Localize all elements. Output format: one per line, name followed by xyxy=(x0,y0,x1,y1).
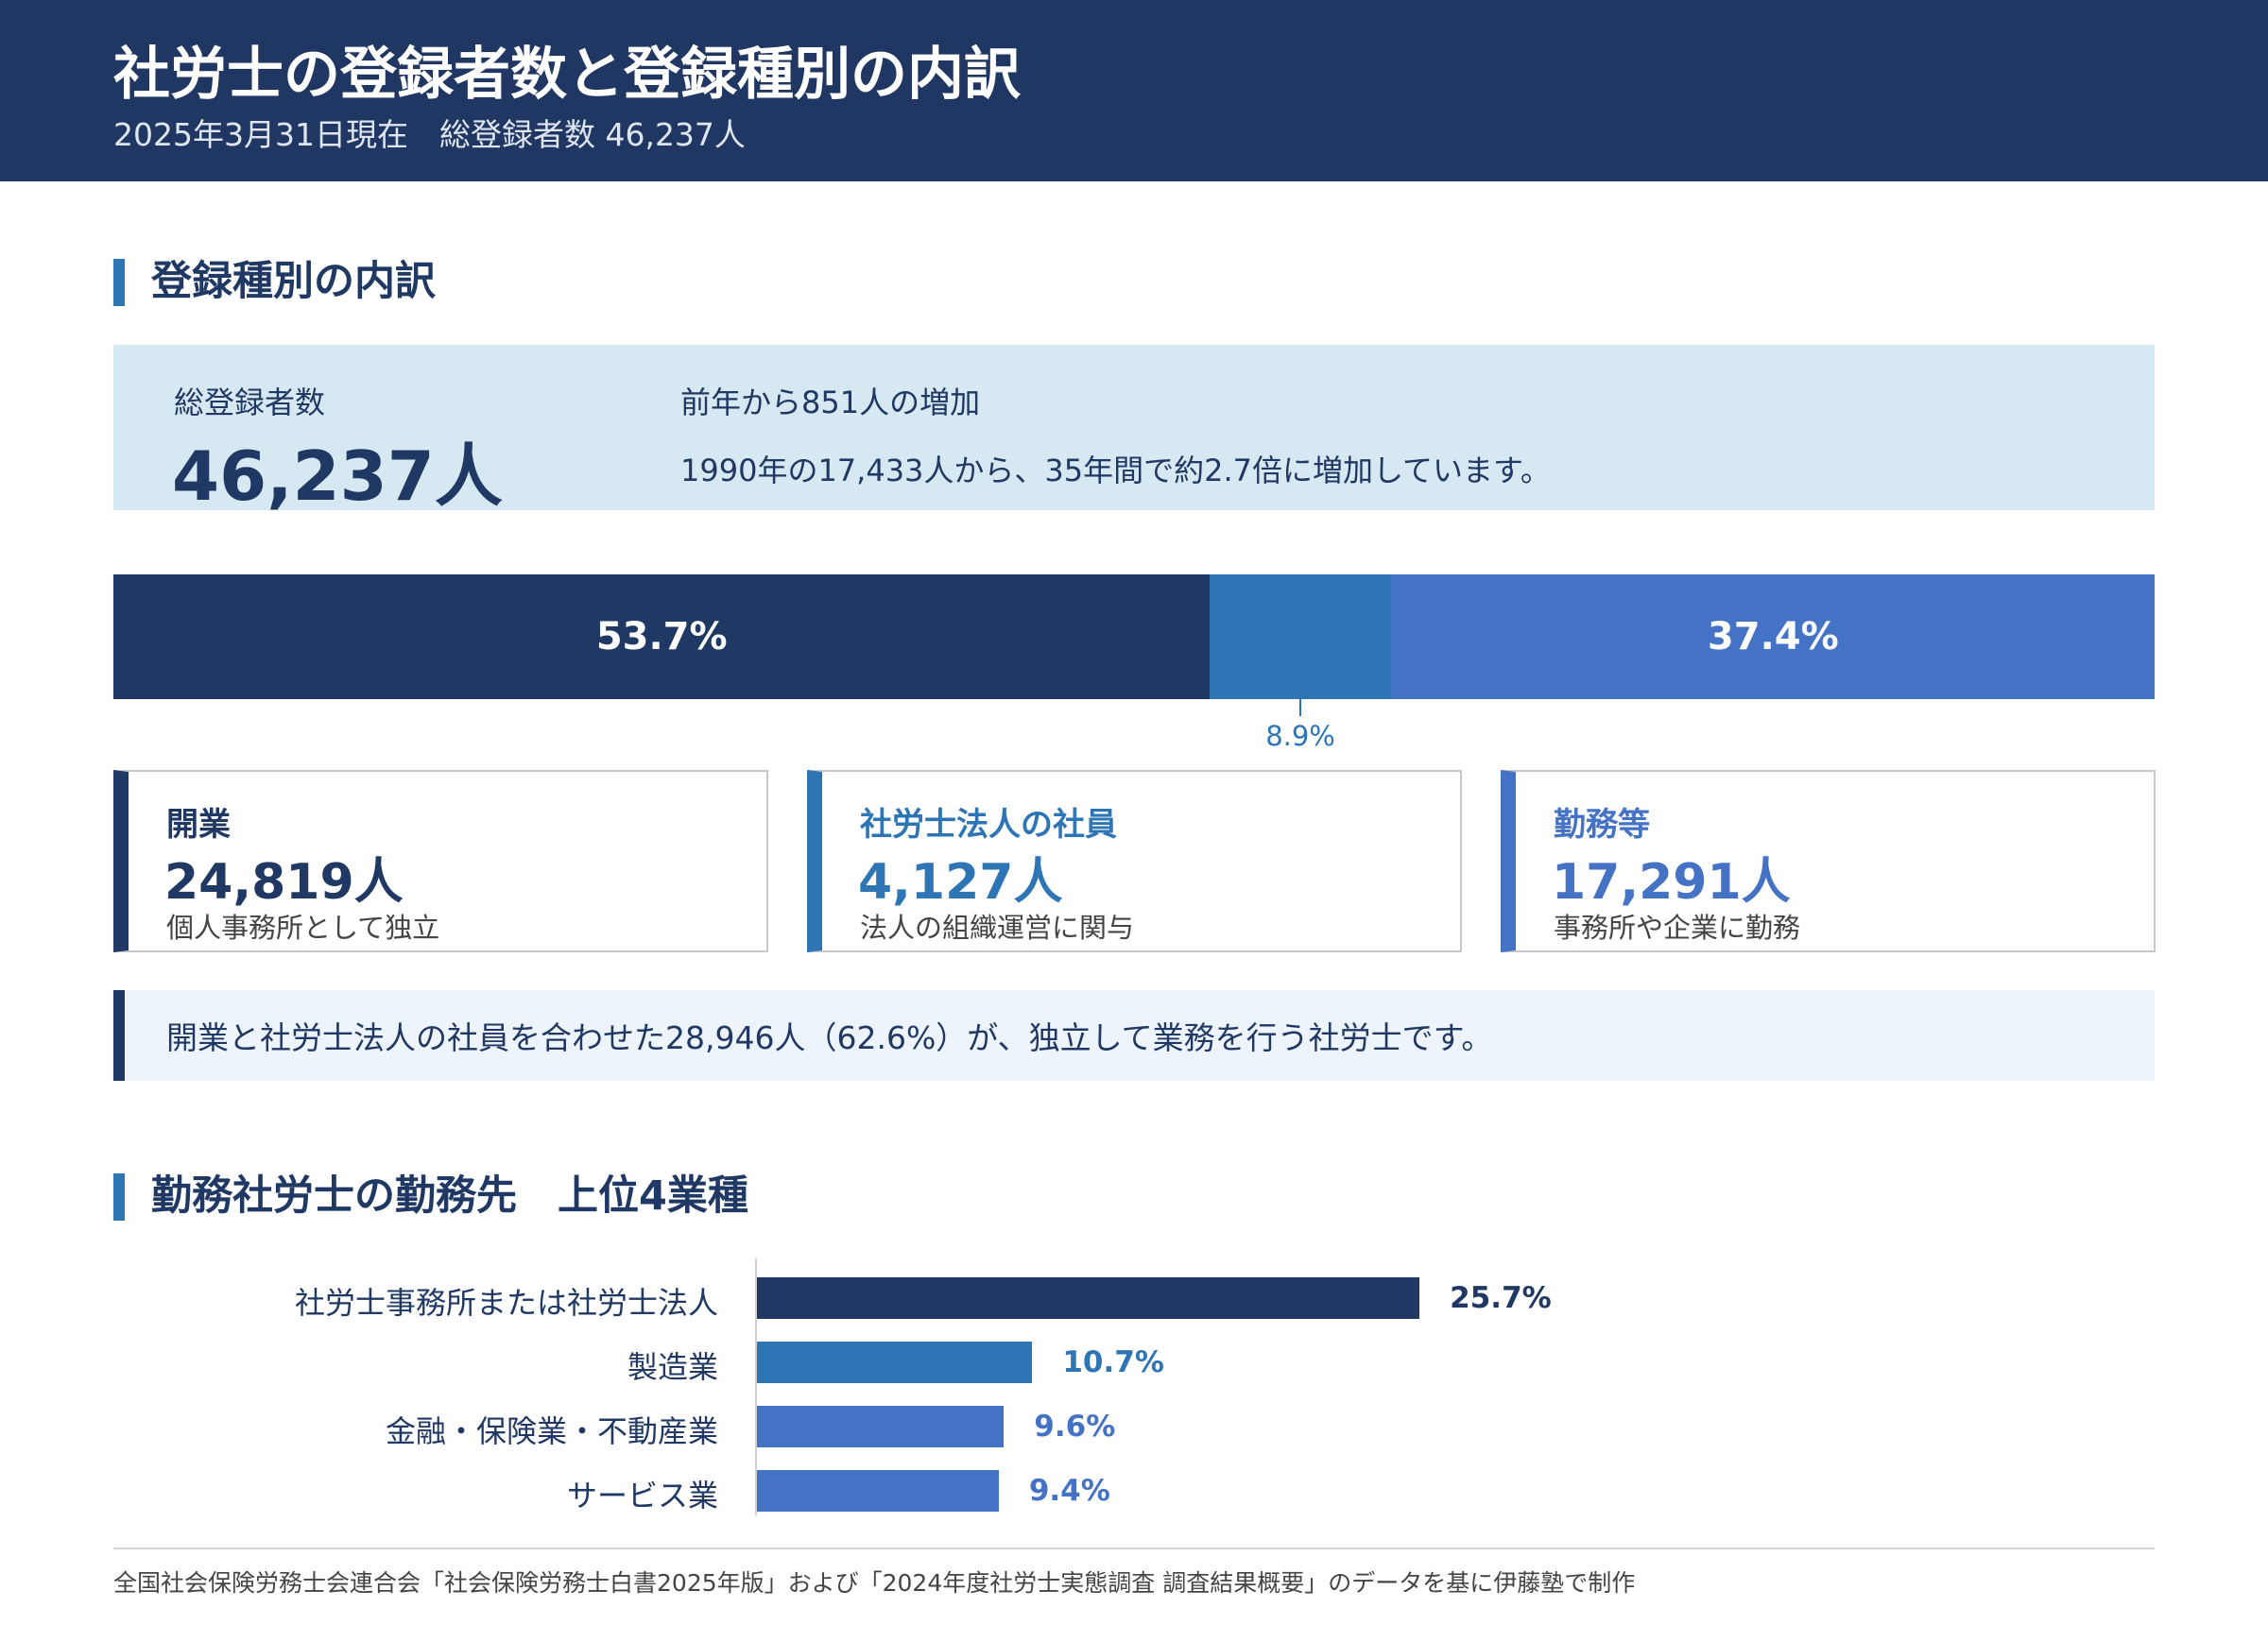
card-value: 17,291人 xyxy=(1552,854,1791,911)
category-label: 金融・保険業・不動産業 xyxy=(385,1413,718,1449)
category-label: 社労士事務所または社労士法人 xyxy=(294,1285,718,1321)
section-heading-top-industries: 勤務社労士の勤務先 上位4業種 xyxy=(113,1172,748,1221)
card-value: 4,127人 xyxy=(858,854,1063,911)
card-name: 社労士法人の社員 xyxy=(860,806,1117,844)
segment-kaigyo: 53.7% xyxy=(113,574,1211,699)
card-name: 開業 xyxy=(166,806,231,844)
summary-box: 総登録者数 46,237人 前年から851人の増加 1990年の17,433人か… xyxy=(113,345,2155,516)
total-value: 46,237人 xyxy=(172,436,503,516)
independent-callout: 開業と社労士法人の社員を合わせた28,946人（62.6%）が、独立して業務を行… xyxy=(113,990,2155,1081)
yoy-note: 前年から851人の増加 xyxy=(680,385,981,420)
segment-kinmu: 37.4% xyxy=(1391,574,2156,699)
segment-value-label: 37.4% xyxy=(1707,615,1839,659)
footer-divider xyxy=(113,1548,2155,1549)
category-label: サービス業 xyxy=(566,1478,718,1514)
page-subtitle: 2025年3月31日現在 総登録者数 46,237人 xyxy=(113,116,746,153)
section-heading-breakdown: 登録種別の内訳 xyxy=(113,257,436,306)
header-banner: 社労士の登録者数と登録種別の内訳 2025年3月31日現在 総登録者数 46,2… xyxy=(0,0,2268,181)
segment-houjin-shain xyxy=(1209,574,1392,699)
card-description: 個人事務所として独立 xyxy=(166,912,440,944)
card-name: 勤務等 xyxy=(1554,806,1650,844)
card-kinmu: 勤務等 17,291人 事務所や企業に勤務 xyxy=(1501,770,2156,952)
bar xyxy=(756,1406,1005,1447)
growth-note: 1990年の17,433人から、35年間で約2.7倍に増加しています。 xyxy=(680,453,1551,488)
category-label: 製造業 xyxy=(627,1349,718,1385)
bar-value-label: 9.6% xyxy=(1034,1410,1116,1444)
page-title: 社労士の登録者数と登録種別の内訳 xyxy=(113,42,1021,108)
small-segment-callout-line xyxy=(1299,699,1302,716)
segment-value-label: 53.7% xyxy=(595,615,728,659)
bar-value-label: 10.7% xyxy=(1062,1345,1164,1379)
card-description: 事務所や企業に勤務 xyxy=(1554,912,1801,944)
bar-value-label: 9.4% xyxy=(1028,1474,1110,1508)
bar xyxy=(756,1342,1033,1383)
registration-type-stacked-bar: 53.7% 37.4% xyxy=(113,574,2156,699)
callout-text: 開業と社労士法人の社員を合わせた28,946人（62.6%）が、独立して業務を行… xyxy=(166,1019,1493,1056)
total-label: 総登録者数 xyxy=(174,385,326,420)
bar xyxy=(756,1277,1420,1319)
chart-axis-line xyxy=(755,1258,757,1515)
source-note: 全国社会保険労務士会連合会「社会保険労務士白書2025年版」および「2024年度… xyxy=(113,1569,1636,1597)
bar-value-label: 25.7% xyxy=(1450,1281,1552,1315)
card-kaigyo: 開業 24,819人 個人事務所として独立 xyxy=(113,770,768,952)
card-value: 24,819人 xyxy=(164,854,404,911)
bar xyxy=(756,1470,999,1512)
small-segment-callout-label: 8.9% xyxy=(1265,720,1335,752)
card-houjin-shain: 社労士法人の社員 4,127人 法人の組織運営に関与 xyxy=(807,770,1462,952)
card-description: 法人の組織運営に関与 xyxy=(860,912,1135,944)
